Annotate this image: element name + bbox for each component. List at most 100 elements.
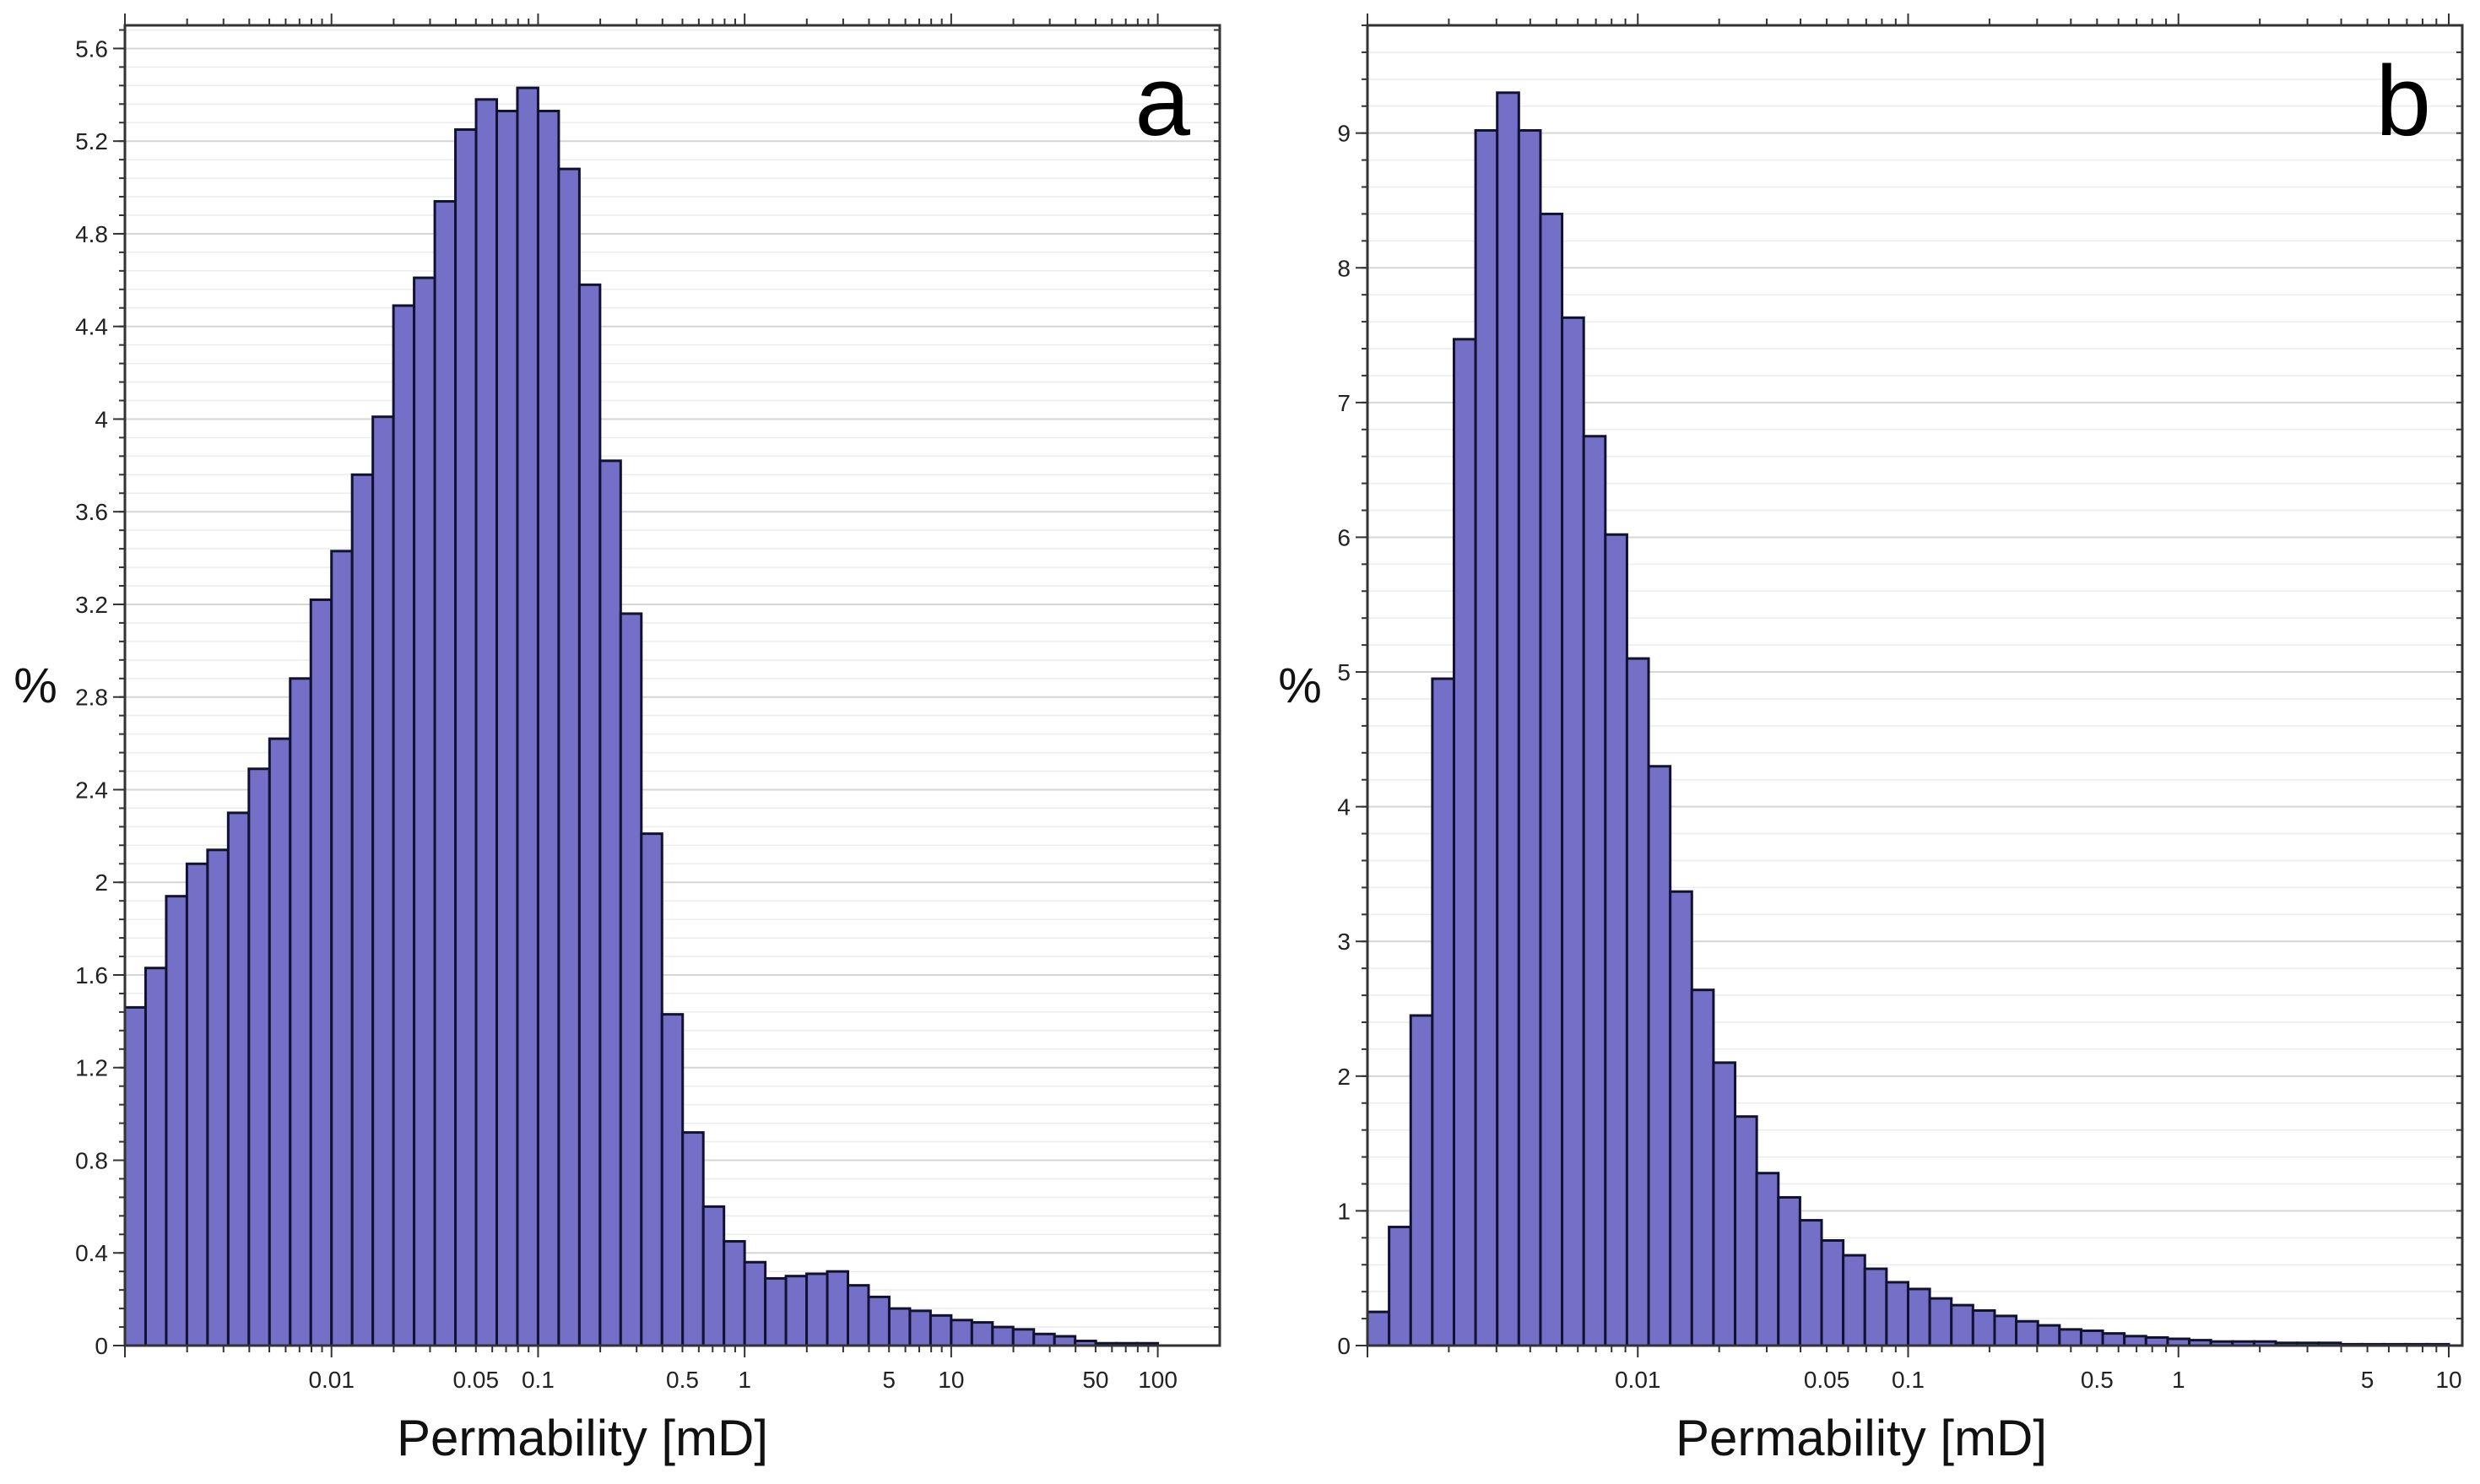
plot-frame xyxy=(1366,24,2464,1347)
chart-panel-a: 0 0.4 0.8 1.2 1.6 2 2.4 2.8 3.2 3.6 4 4.4 4.8 5.2 5.6 0… xyxy=(14,14,1221,1466)
histogram-bar xyxy=(516,86,539,1347)
x-tick-label: 1 xyxy=(2172,1367,2185,1393)
histogram-bar xyxy=(557,167,581,1347)
histogram-bar xyxy=(1755,1172,1780,1347)
y-tick-label: 3.2 xyxy=(75,592,108,618)
y-tick-label: 9 xyxy=(1337,121,1351,147)
histogram-bar xyxy=(764,1276,788,1347)
x-axis-label: Permability [mD] xyxy=(1676,1410,2047,1466)
histogram-bar xyxy=(1906,1287,1931,1347)
x-tick-label: 0.1 xyxy=(1892,1367,1925,1393)
histogram-bar xyxy=(413,276,436,1347)
x-tick-label: 0.01 xyxy=(1615,1367,1661,1393)
histogram-bar xyxy=(123,1005,147,1347)
histogram-bar xyxy=(1539,212,1564,1347)
y-tick-label: 6 xyxy=(1337,524,1351,550)
panel-label: b xyxy=(2375,46,2431,157)
histogram-bar xyxy=(350,473,375,1347)
histogram-bar xyxy=(701,1205,726,1347)
histogram-bar xyxy=(784,1275,809,1347)
histogram-bar xyxy=(1032,1332,1056,1347)
histogram-bar xyxy=(1011,1328,1036,1347)
y-tick-label: 4.8 xyxy=(75,221,108,247)
x-tick-label: 0.05 xyxy=(453,1367,500,1393)
histogram-bar xyxy=(1863,1267,1888,1347)
histogram-bar xyxy=(2079,1329,2104,1347)
histogram-bar xyxy=(743,1260,767,1347)
histogram-bar xyxy=(1366,1310,1391,1347)
y-tick-label: 0.4 xyxy=(75,1240,108,1266)
y-tick-label: 3 xyxy=(1337,929,1351,955)
histogram-bar xyxy=(1798,1219,1823,1347)
histogram-bar xyxy=(1993,1314,2018,1347)
histogram-bar xyxy=(165,895,188,1347)
histogram-bar xyxy=(1777,1195,1801,1347)
x-tick-label: 0.1 xyxy=(522,1367,555,1393)
x-tick-label: 100 xyxy=(1138,1367,1178,1393)
histogram-bar xyxy=(681,1131,705,1347)
x-tick-label: 10 xyxy=(938,1367,964,1393)
y-tick-label: 2 xyxy=(1337,1064,1351,1090)
y-tick-label: 4 xyxy=(95,406,108,432)
y-tick-label: 5.6 xyxy=(75,35,108,62)
histogram-bar xyxy=(1928,1297,1953,1347)
histogram-bar xyxy=(1734,1115,1758,1347)
histogram-bar xyxy=(867,1295,891,1347)
y-tick-label: 2.4 xyxy=(75,777,108,803)
x-tick-label: 50 xyxy=(1082,1367,1108,1393)
x-tick-label: 5 xyxy=(2361,1367,2374,1393)
histogram-bar xyxy=(1409,1014,1434,1347)
y-tick-label: 4 xyxy=(1337,794,1351,821)
histogram-bar xyxy=(723,1240,746,1347)
histogram-bar xyxy=(598,459,622,1347)
histogram-bar xyxy=(1950,1303,1974,1347)
histogram-bar xyxy=(1604,533,1628,1347)
histogram-bar xyxy=(495,110,519,1347)
histogram-bar xyxy=(2058,1328,2082,1347)
histogram-bar xyxy=(1885,1281,1909,1347)
histogram-bar xyxy=(660,1013,685,1347)
histogram-bar xyxy=(1690,988,1715,1347)
y-tick-label: 8 xyxy=(1337,255,1351,281)
histogram-bar xyxy=(2123,1335,2147,1347)
histogram-bar xyxy=(143,967,168,1347)
x-tick-label: 10 xyxy=(2435,1367,2461,1393)
histogram-bar xyxy=(929,1313,953,1347)
histogram-bar xyxy=(309,598,333,1347)
histogram-bar xyxy=(226,811,251,1347)
histogram-bar xyxy=(619,612,643,1347)
histogram-bar xyxy=(433,200,458,1347)
y-axis-label: % xyxy=(1278,658,1322,713)
x-tick-label: 5 xyxy=(882,1367,896,1393)
histogram-bar xyxy=(474,98,498,1347)
histogram-bar xyxy=(1820,1239,1845,1347)
y-tick-label: 3.6 xyxy=(75,499,108,525)
histogram-bar xyxy=(1669,890,1693,1347)
y-axis-label: % xyxy=(14,658,57,713)
histogram-bar xyxy=(1561,316,1585,1347)
histogram-bar xyxy=(1647,765,1672,1347)
histogram-bar xyxy=(1625,657,1650,1347)
histogram-bar xyxy=(454,127,478,1347)
histogram-bar xyxy=(1452,338,1477,1347)
histogram-bar xyxy=(950,1319,973,1347)
histogram-bar xyxy=(2036,1324,2061,1347)
y-tick-label: 5.2 xyxy=(75,128,108,154)
panel-label: a xyxy=(1134,46,1190,157)
y-tick-label: 1.2 xyxy=(75,1055,108,1081)
chart-panel-b: 0 1 2 3 4 5 6 7 8 9 0.01 0.05 0.1 0.5 1 5 10 Permability … xyxy=(1278,14,2464,1466)
histogram-bar xyxy=(1582,435,1607,1347)
histogram-bar xyxy=(330,550,354,1347)
y-tick-label: 2.8 xyxy=(75,685,108,711)
histogram-bar xyxy=(991,1325,1015,1347)
x-tick-label: 0.05 xyxy=(1804,1367,1850,1393)
y-tick-label: 5 xyxy=(1337,659,1351,685)
y-tick-label: 1 xyxy=(1337,1198,1351,1224)
histogram-bar xyxy=(268,737,292,1347)
histogram-bar xyxy=(1842,1254,1866,1347)
x-axis-label: Permability [mD] xyxy=(397,1410,768,1466)
histogram-bar xyxy=(640,832,663,1347)
histogram-bar xyxy=(206,848,230,1347)
y-tick-label: 4.4 xyxy=(75,314,108,340)
